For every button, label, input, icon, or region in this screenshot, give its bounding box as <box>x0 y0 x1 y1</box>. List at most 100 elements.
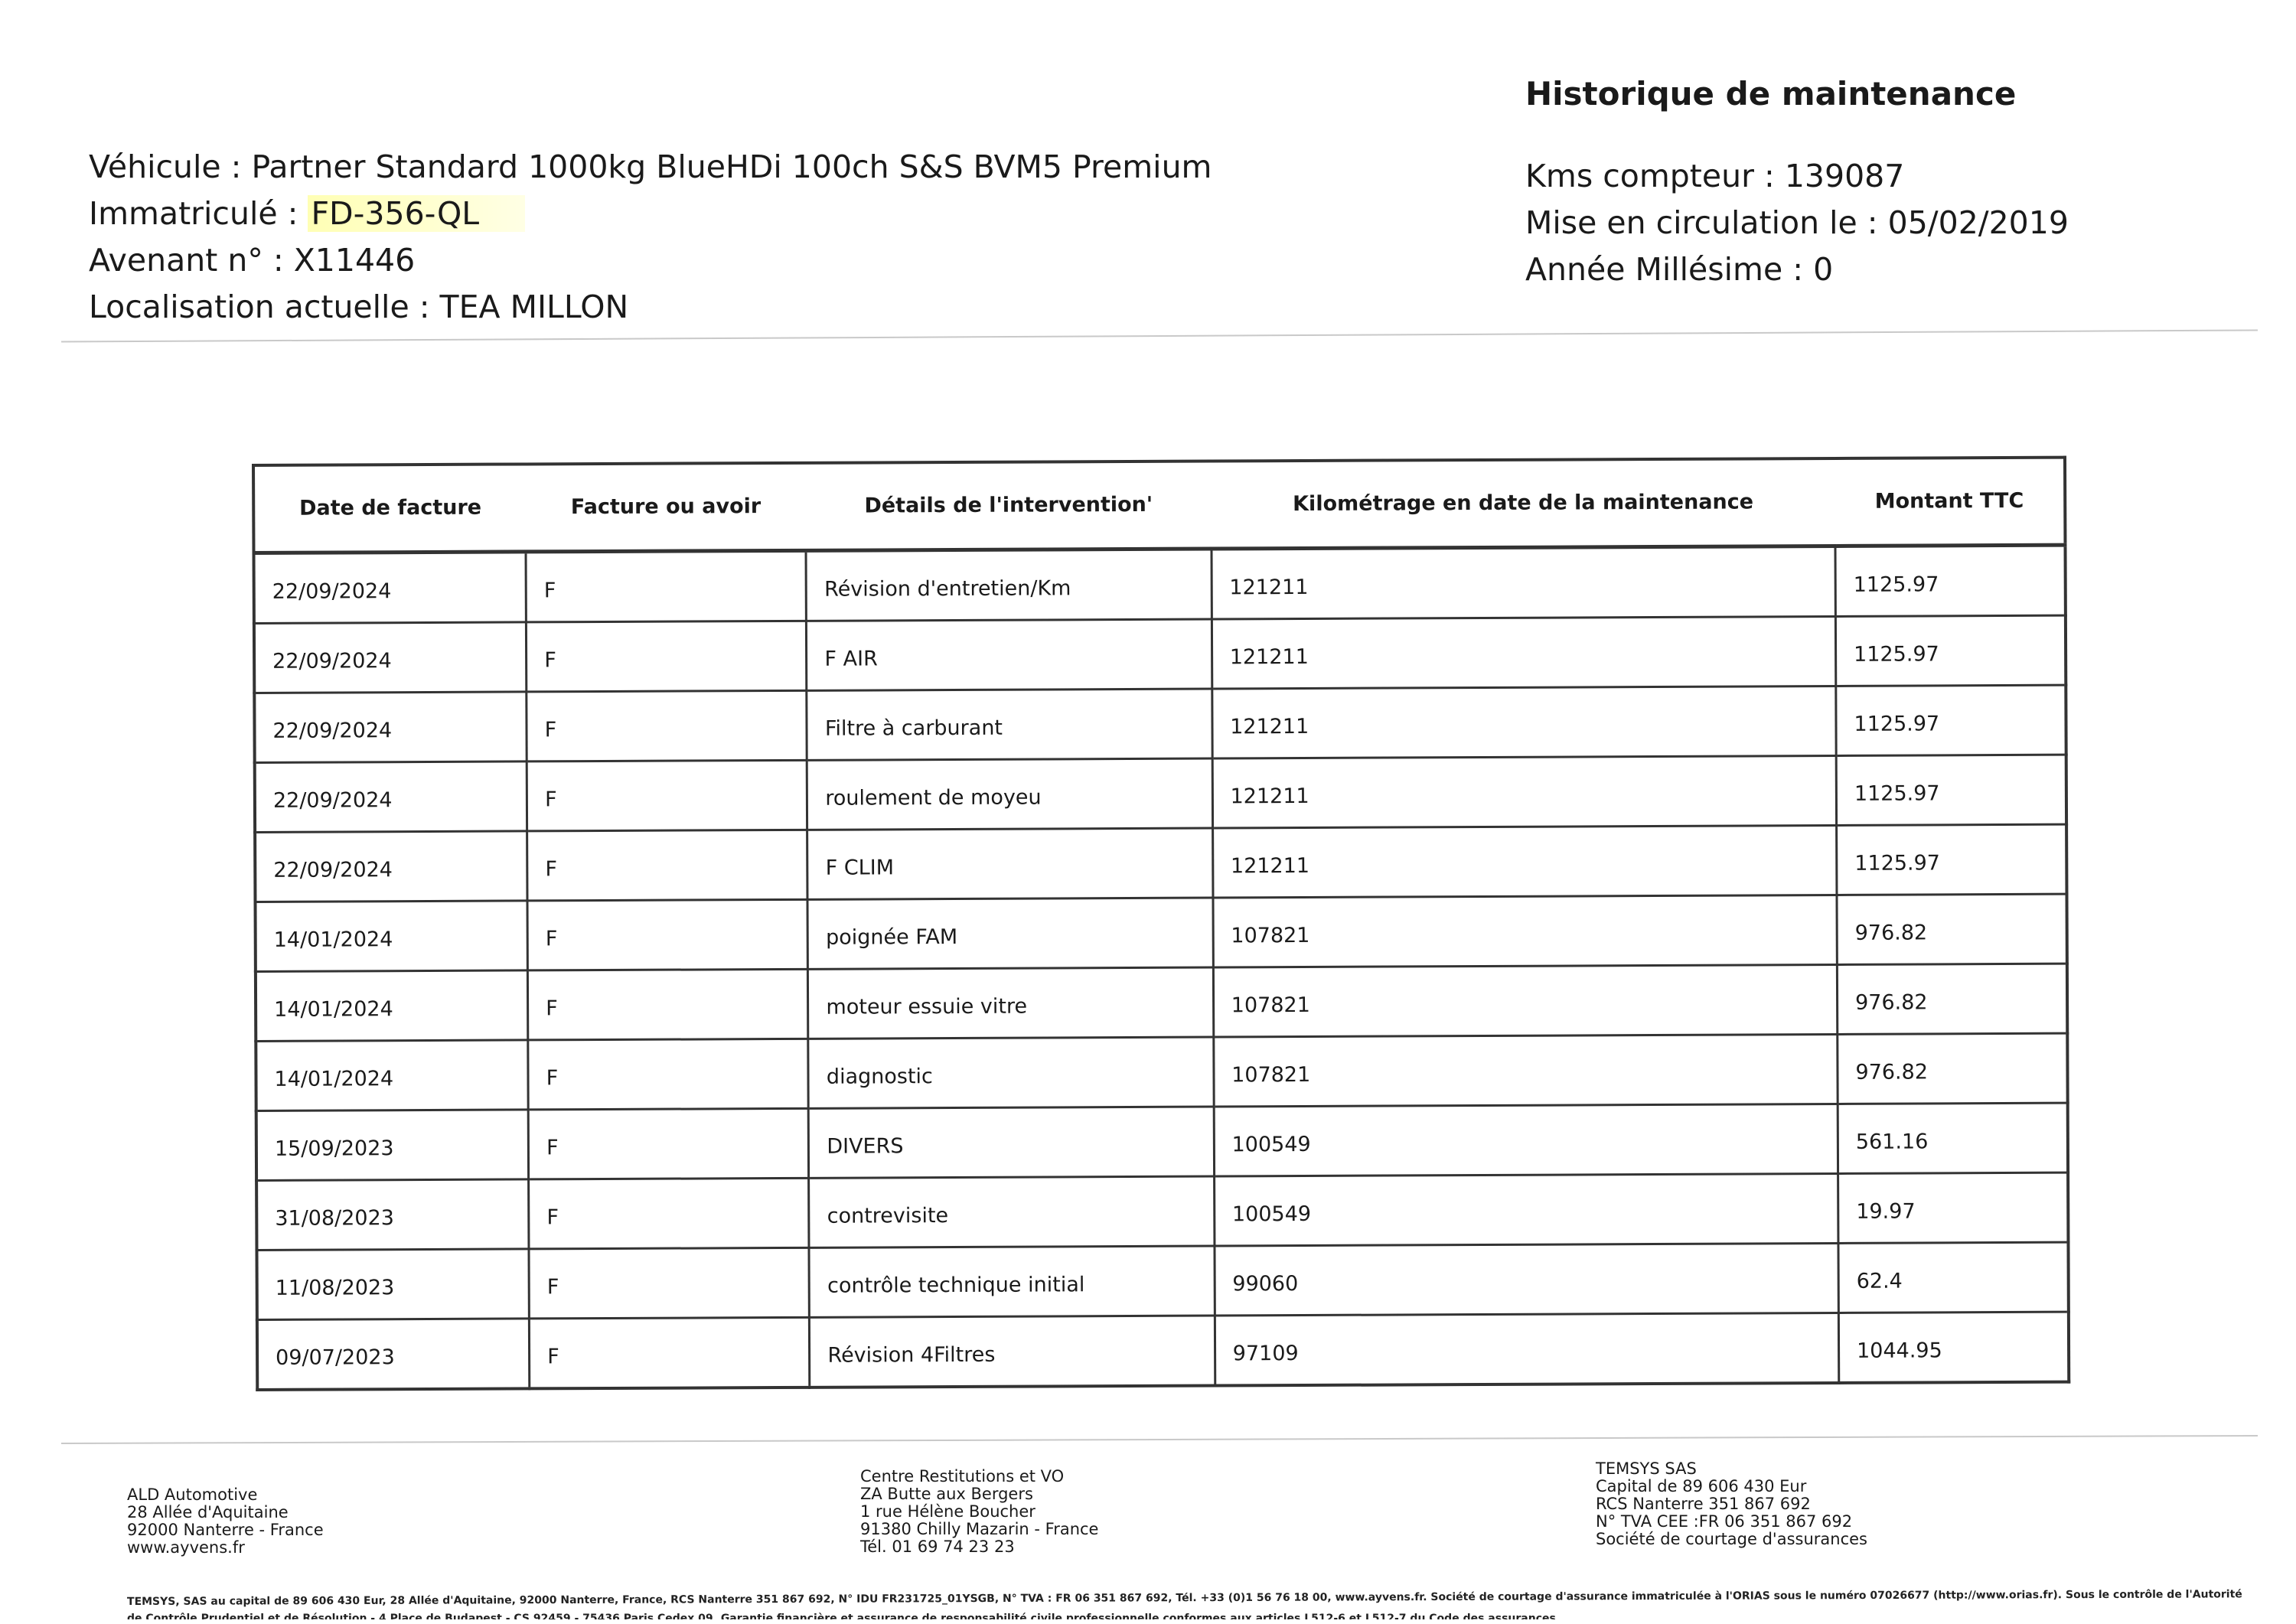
kms-line: Kms compteur : 139087 <box>1525 158 1905 194</box>
footer-line: Capital de 89 606 430 Eur <box>1596 1477 1807 1495</box>
footer-line: 1 rue Hélène Boucher <box>860 1502 1035 1521</box>
details-cell: diagnostic <box>808 1037 1214 1109</box>
column-header: Montant TTC <box>1835 457 2066 546</box>
amount-cell: 1125.97 <box>1835 545 2066 617</box>
footer-line: Tél. 01 69 74 23 23 <box>860 1538 1015 1556</box>
header-divider <box>61 329 2258 343</box>
type-cell: F <box>527 760 807 831</box>
type-cell: F <box>529 1317 810 1389</box>
type-cell: F <box>526 550 807 622</box>
plate-label: Immatriculé : <box>89 195 308 232</box>
column-header: Facture ou avoir <box>525 462 807 552</box>
column-header: Détails de l'intervention' <box>805 461 1212 551</box>
date-cell: 14/01/2024 <box>255 970 528 1042</box>
type-cell: F <box>526 621 807 692</box>
mileage-cell: 107821 <box>1213 964 1838 1038</box>
millesime-line: Année Millésime : 0 <box>1525 251 1834 288</box>
date-cell: 14/01/2024 <box>256 1039 529 1111</box>
type-cell: F <box>529 1247 810 1319</box>
details-cell: F CLIM <box>807 828 1213 900</box>
date-cell: 11/08/2023 <box>256 1248 530 1320</box>
footer-line: 91380 Chilly Mazarin - France <box>860 1520 1099 1538</box>
mileage-cell: 100549 <box>1214 1173 1838 1247</box>
footer-divider <box>61 1434 2258 1445</box>
footer-col-restitutions: Centre Restitutions et VO ZA Butte aux Be… <box>860 1468 1098 1556</box>
document-title: Historique de maintenance <box>1525 75 2017 113</box>
mileage-cell: 97109 <box>1215 1313 1839 1386</box>
legal-line-2: de Contrôle Prudentiel et de Résolution … <box>127 1613 1556 1619</box>
table-row: 22/09/2024 F Révision d'entretien/Km 121211… <box>253 545 2066 624</box>
type-cell: F <box>527 899 808 970</box>
location-line: Localisation actuelle : TEA MILLON <box>89 289 629 325</box>
details-cell: F AIR <box>806 619 1212 691</box>
amount-cell: 561.16 <box>1838 1103 2069 1174</box>
footer-line: www.ayvens.fr <box>127 1538 245 1557</box>
amount-cell: 976.82 <box>1837 964 2068 1035</box>
vehicle-line: Véhicule : Partner Standard 1000kg BlueH… <box>89 148 1212 185</box>
mileage-cell: 99060 <box>1214 1243 1839 1316</box>
table-row: 22/09/2024 F Filtre à carburant 121211 1125.… <box>254 685 2066 763</box>
details-cell: DIVERS <box>808 1107 1215 1179</box>
footer-line: TEMSYS SAS <box>1596 1459 1697 1478</box>
table-body: 22/09/2024 F Révision d'entretien/Km 121211… <box>253 545 2069 1390</box>
date-cell: 14/01/2024 <box>255 900 528 972</box>
vehicle-info: Véhicule : Partner Standard 1000kg BlueH… <box>89 144 1212 331</box>
maintenance-table: Date de facture Facture ou avoir Détails d… <box>252 455 2071 1391</box>
mileage-info: Kms compteur : 139087 Mise en circulatio… <box>1525 153 2069 293</box>
amount-cell: 1125.97 <box>1836 755 2067 826</box>
date-cell: 22/09/2024 <box>253 551 527 624</box>
mileage-cell: 107821 <box>1213 1034 1838 1107</box>
mileage-cell: 121211 <box>1212 686 1837 759</box>
details-cell: contrôle technique initial <box>809 1246 1215 1318</box>
footer-line: 92000 Nanterre - France <box>127 1521 324 1539</box>
date-cell: 31/08/2023 <box>256 1179 530 1251</box>
circulation-line: Mise en circulation le : 05/02/2019 <box>1525 204 2069 241</box>
mileage-cell: 121211 <box>1211 546 1836 620</box>
amount-cell: 1044.95 <box>1838 1312 2069 1383</box>
date-cell: 15/09/2023 <box>256 1109 529 1181</box>
footer-col-temsys: TEMSYS SAS Capital de 89 606 430 Eur RCS N… <box>1596 1460 1867 1548</box>
type-cell: F <box>528 1108 809 1179</box>
amount-cell: 1125.97 <box>1835 615 2066 686</box>
mileage-cell: 121211 <box>1212 616 1836 690</box>
date-cell: 22/09/2024 <box>254 761 527 833</box>
details-cell: Filtre à carburant <box>807 689 1212 761</box>
amount-cell: 1125.97 <box>1835 685 2066 756</box>
date-cell: 22/09/2024 <box>253 621 527 693</box>
type-cell: F <box>527 969 809 1040</box>
type-cell: F <box>527 1039 809 1110</box>
mileage-cell: 107821 <box>1212 895 1838 968</box>
date-cell: 22/09/2024 <box>255 830 528 902</box>
mileage-cell: 100549 <box>1213 1104 1838 1177</box>
table-row: 22/09/2024 F F AIR 121211 1125.97 <box>253 615 2066 693</box>
table-row: 09/07/2023 F Révision 4Filtres 97109 1044.95 <box>256 1312 2069 1390</box>
footer-line: RCS Nanterre 351 867 692 <box>1596 1495 1811 1513</box>
legal-notice: TEMSYS, SAS au capital de 89 606 430 Eur… <box>127 1588 2242 1619</box>
date-cell: 22/09/2024 <box>254 691 527 763</box>
column-header: Kilométrage en date de la maintenance <box>1211 458 1835 549</box>
footer-line: Société de courtage d'assurances <box>1596 1530 1867 1548</box>
footer-line: Centre Restitutions et VO <box>860 1467 1065 1485</box>
amount-cell: 976.82 <box>1837 1033 2068 1104</box>
amount-cell: 976.82 <box>1836 894 2067 965</box>
plate-value: FD-356-QL <box>308 195 526 232</box>
details-cell: poignée FAM <box>807 898 1214 970</box>
footer-line: ZA Butte aux Bergers <box>860 1485 1033 1503</box>
amount-cell: 19.97 <box>1838 1172 2069 1244</box>
details-cell: contrevisite <box>808 1176 1215 1248</box>
footer-line: 28 Allée d'Aquitaine <box>127 1503 289 1521</box>
table-header-row: Date de facture Facture ou avoir Détails d… <box>253 457 2066 553</box>
date-cell: 09/07/2023 <box>256 1318 530 1390</box>
plate-line: Immatriculé : FD-356-QL <box>89 191 1212 237</box>
type-cell: F <box>528 1178 810 1249</box>
details-cell: roulement de moyeu <box>807 758 1213 830</box>
details-cell: Révision 4Filtres <box>809 1316 1215 1388</box>
avenant-line: Avenant n° : X11446 <box>89 242 416 279</box>
column-header: Date de facture <box>253 464 527 553</box>
table-row: 22/09/2024 F F CLIM 121211 1125.97 <box>255 824 2067 902</box>
